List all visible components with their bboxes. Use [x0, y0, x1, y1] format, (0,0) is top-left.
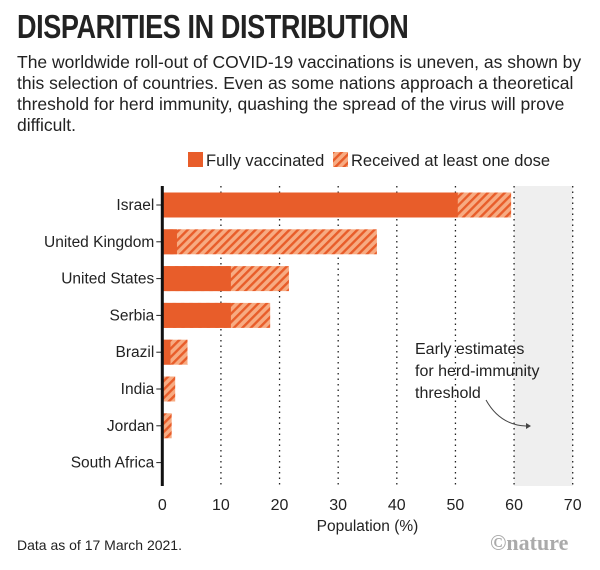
legend-label-fully: Fully vaccinated: [206, 152, 324, 170]
x-axis-label: Population (%): [317, 518, 419, 535]
category-label: South Africa: [71, 455, 155, 472]
category-label: Brazil: [116, 344, 155, 361]
category-label: India: [121, 381, 155, 398]
bar-fully-vaccinated: [162, 229, 177, 255]
x-tick-label: 40: [388, 497, 406, 514]
bar-one-dose: [162, 413, 172, 439]
x-tick-label: 70: [564, 497, 582, 514]
x-tick-label: 60: [505, 497, 523, 514]
category-label: Israel: [116, 197, 154, 214]
x-tick-label: 30: [329, 497, 347, 514]
category-label: United States: [61, 271, 154, 288]
nature-logo: ©nature: [490, 530, 569, 555]
x-tick-label: 20: [271, 497, 289, 514]
chart-title: DISPARITIES IN DISTRIBUTION: [17, 8, 409, 45]
bar-fully-vaccinated: [162, 339, 171, 365]
bar-fully-vaccinated: [162, 302, 231, 328]
legend-swatch-one-dose: [333, 152, 348, 167]
annotation-text: Early estimates: [415, 341, 524, 358]
category-label: Jordan: [107, 418, 154, 435]
bar-one-dose: [162, 229, 377, 255]
legend-swatch-fully: [188, 152, 203, 167]
x-tick-label: 10: [212, 497, 230, 514]
footnote: Data as of 17 March 2021.: [17, 537, 182, 553]
bar-one-dose: [162, 376, 176, 402]
category-label: United Kingdom: [44, 234, 154, 251]
annotation-text: for herd-immunity: [415, 363, 539, 380]
bar-fully-vaccinated: [162, 192, 458, 218]
bar-fully-vaccinated: [162, 266, 231, 292]
legend-label-one-dose: Received at least one dose: [351, 152, 550, 170]
chart-subtitle: The worldwide roll-out of COVID-19 vacci…: [17, 52, 582, 135]
x-tick-label: 50: [447, 497, 465, 514]
category-label: Serbia: [109, 307, 154, 324]
annotation-arrowhead: [526, 423, 531, 429]
x-tick-label: 0: [158, 497, 167, 514]
annotation-arrow: [485, 399, 527, 427]
annotation-text: threshold: [415, 385, 481, 402]
threshold-band: [514, 186, 573, 486]
